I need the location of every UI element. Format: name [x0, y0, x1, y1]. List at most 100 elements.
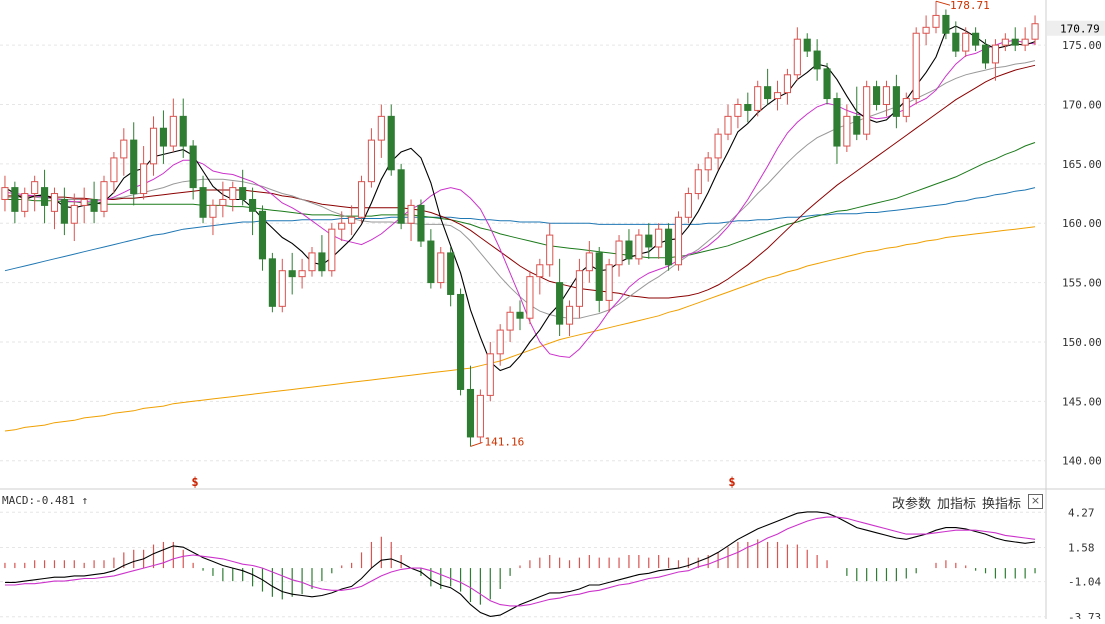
close-icon[interactable]: ×: [1028, 494, 1043, 509]
macd-tick-label: 4.27: [1068, 506, 1095, 519]
candle-body: [585, 252, 593, 272]
candle-body: [239, 187, 247, 200]
candle-body: [1001, 38, 1009, 46]
macd-panel: 4.27 1.58 -1.04 -3.73: [0, 506, 1101, 624]
candle-body: [873, 86, 881, 105]
candle-body: [466, 388, 475, 438]
candle-body: [179, 115, 187, 147]
candle-body: [298, 270, 306, 278]
current-price-box: [1047, 20, 1105, 36]
candle-body: [764, 86, 772, 100]
price-tick-label: 165.00: [1062, 158, 1102, 171]
price-tick-label: 155.00: [1062, 277, 1102, 290]
candle-body: [357, 181, 366, 218]
candle-body: [912, 32, 920, 100]
candle-body: [625, 240, 633, 260]
candle-body: [635, 234, 643, 260]
candle-body: [813, 50, 821, 70]
price-tick-label: 140.00: [1062, 455, 1102, 468]
candle-body: [754, 86, 762, 111]
candle-body: [595, 252, 603, 301]
candle-body: [892, 86, 900, 117]
candle-body: [21, 193, 29, 212]
candle-body: [80, 198, 88, 206]
candle-body: [209, 204, 217, 218]
candle-body: [793, 38, 801, 76]
macd-dea-line: [5, 516, 1036, 607]
candle-body: [526, 276, 534, 319]
change-params-button[interactable]: 改参数: [892, 497, 932, 512]
candle-body: [338, 222, 346, 230]
candle-body: [546, 234, 554, 266]
dividend-marker: $: [728, 475, 735, 489]
candle-body: [31, 181, 39, 195]
price-tick-label: 175.00: [1062, 39, 1102, 52]
ma60-line: [5, 142, 1036, 259]
candle-body: [1021, 38, 1029, 46]
add-indicator-button[interactable]: 加指标: [937, 497, 977, 512]
price-axis: 140.00 145.00 150.00 155.00 160.00 165.00 170.…: [1047, 20, 1105, 468]
candle-body: [70, 204, 78, 224]
arrow-up-icon: ↑: [81, 494, 89, 507]
candle-body: [863, 86, 871, 135]
macd-label-prefix: MACD:: [2, 494, 36, 507]
candle-body: [655, 228, 663, 248]
candle-body: [1011, 38, 1019, 46]
candle-body: [457, 293, 465, 390]
high-marker-label: 178.71: [950, 0, 990, 12]
candle-body: [496, 329, 504, 355]
candle-body: [942, 14, 950, 34]
candle-body: [397, 169, 405, 224]
candle-body: [843, 115, 851, 147]
current-price-label: 170.79: [1060, 23, 1100, 36]
candle-body: [823, 68, 831, 100]
candle-body: [704, 157, 712, 171]
candle-body: [120, 139, 128, 159]
candle-body: [803, 38, 811, 52]
candle-body: [783, 74, 791, 94]
ma20-line: [5, 60, 1036, 319]
low-marker-arrow: [470, 441, 483, 447]
ma120-line: [4, 187, 1036, 272]
candle-body: [249, 198, 257, 212]
candle-body: [1, 187, 9, 200]
candle-body: [318, 252, 326, 272]
ma250-line: [4, 226, 1036, 432]
macd-tick-label: 1.58: [1068, 541, 1095, 554]
candle-body: [476, 394, 484, 438]
candle-body: [50, 193, 59, 212]
candle-body: [615, 240, 623, 266]
candle-body: [694, 169, 702, 195]
candle-body: [328, 228, 336, 272]
candle-body: [714, 133, 722, 159]
candle-body: [684, 193, 692, 218]
candle-body: [902, 98, 910, 117]
candle-body: [110, 157, 118, 183]
candle-body: [536, 264, 544, 278]
candle-body: [665, 228, 673, 266]
candle-body: [417, 204, 425, 242]
price-tick-label: 145.00: [1062, 395, 1102, 408]
candle-body: [41, 187, 49, 206]
candle-body: [1031, 23, 1039, 40]
candle-body: [288, 270, 296, 278]
candle-body: [387, 115, 395, 171]
candle-body: [367, 139, 375, 183]
macd-indicator-label: MACD:-0.481 ↑: [2, 494, 88, 507]
candle-body: [922, 26, 930, 34]
candle-body: [100, 181, 108, 212]
candle-body: [278, 270, 286, 307]
high-marker-arrow: [935, 0, 951, 6]
candle-body: [674, 216, 683, 266]
candle-body: [219, 198, 227, 206]
switch-indicator-button[interactable]: 换指标: [982, 497, 1022, 512]
candle-body: [189, 145, 197, 189]
candle-body: [268, 258, 276, 307]
candle-body: [516, 311, 524, 319]
candle-body: [506, 311, 514, 331]
candle-body: [744, 103, 752, 111]
candle-body: [140, 163, 148, 195]
